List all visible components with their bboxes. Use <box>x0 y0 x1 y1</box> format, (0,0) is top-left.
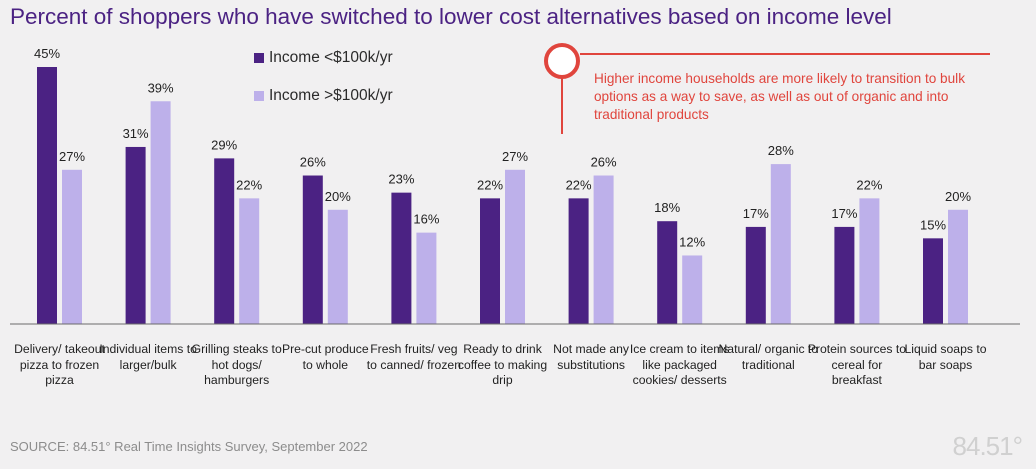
value-label-liquid-soaps-to-bar-soaps-under-100k: 15% <box>920 217 946 232</box>
category-label-individual-items-to-larger-bulk: Individual items to larger/bulk <box>99 342 197 372</box>
bar-liquid-soaps-to-bar-soaps-under-100k <box>923 238 943 324</box>
legend-label-under-100k: Income <$100k/yr <box>269 49 393 66</box>
value-label-delivery-takeout-pizza-to-frozen-pizza-over-100k: 27% <box>59 149 85 164</box>
bar-protein-sources-to-cereal-for-breakfast-over-100k <box>859 198 880 324</box>
bar-ready-to-drink-coffee-to-making-drip-under-100k <box>480 198 500 324</box>
bar-not-made-any-substitutions-under-100k <box>568 198 589 324</box>
value-label-ready-to-drink-coffee-to-making-drip-over-100k: 27% <box>502 149 528 164</box>
value-label-ready-to-drink-coffee-to-making-drip-under-100k: 22% <box>477 177 503 192</box>
callout-annotation: Higher income households are more likely… <box>594 71 965 122</box>
category-label-grilling-steaks-to-hot-dogs-hamburgers: Grilling steaks to hot dogs/ hamburgers <box>191 342 282 387</box>
value-label-not-made-any-substitutions-under-100k: 22% <box>566 177 592 192</box>
category-label-fresh-fruits-veg-to-canned-frozen: Fresh fruits/ veg to canned/ frozen <box>366 342 461 372</box>
value-label-protein-sources-to-cereal-for-breakfast-under-100k: 17% <box>831 206 857 221</box>
category-label-natural-organic-to-traditional: Natural/ organic to traditional <box>718 342 819 372</box>
value-label-delivery-takeout-pizza-to-frozen-pizza-under-100k: 45% <box>34 46 60 61</box>
value-label-ice-cream-to-items-like-packaged-cookies-desserts-under-100k: 18% <box>654 200 680 215</box>
chart-title: Percent of shoppers who have switched to… <box>10 4 892 29</box>
legend-swatch-over-100k <box>254 91 264 101</box>
bar-ready-to-drink-coffee-to-making-drip-over-100k <box>505 169 525 324</box>
legend-label-over-100k: Income >$100k/yr <box>269 87 393 104</box>
bar-ice-cream-to-items-like-packaged-cookies-desserts-under-100k <box>657 221 678 324</box>
bar-delivery-takeout-pizza-to-frozen-pizza-under-100k <box>37 67 57 324</box>
bar-not-made-any-substitutions-over-100k <box>593 175 614 324</box>
value-label-ice-cream-to-items-like-packaged-cookies-desserts-over-100k: 12% <box>679 234 705 249</box>
value-label-pre-cut-produce-to-whole-over-100k: 20% <box>325 189 351 204</box>
value-label-fresh-fruits-veg-to-canned-frozen-over-100k: 16% <box>413 212 439 227</box>
bar-pre-cut-produce-to-whole-over-100k <box>327 209 348 324</box>
bar-grilling-steaks-to-hot-dogs-hamburgers-over-100k <box>239 198 260 324</box>
value-labels-layer: 45% 27% 31% 39% 29% 22% 26% 20% 23% 16% 22% 27% 22% 2… <box>34 46 971 249</box>
bar-natural-organic-to-traditional-under-100k <box>745 226 766 324</box>
legend-item-income-over-100k: Income >$100k/yr <box>254 87 393 105</box>
value-label-fresh-fruits-veg-to-canned-frozen-under-100k: 23% <box>388 172 414 187</box>
bar-pre-cut-produce-to-whole-under-100k <box>302 175 323 324</box>
value-label-protein-sources-to-cereal-for-breakfast-over-100k: 22% <box>856 177 882 192</box>
category-label-liquid-soaps-to-bar-soaps: Liquid soaps to bar soaps <box>904 342 987 372</box>
value-label-grilling-steaks-to-hot-dogs-hamburgers-under-100k: 29% <box>211 137 237 152</box>
bar-delivery-takeout-pizza-to-frozen-pizza-over-100k <box>62 169 82 324</box>
category-label-protein-sources-to-cereal-for-breakfast: Protein sources to cereal for breakfast <box>807 342 906 387</box>
category-label-delivery-takeout-pizza-to-frozen-pizza: Delivery/ takeout pizza to frozen pizza <box>14 342 105 387</box>
category-label-ready-to-drink-coffee-to-making-drip: Ready to drink coffee to making drip <box>457 342 548 387</box>
source-note: SOURCE: 84.51° Real Time Insights Survey… <box>10 439 368 454</box>
callout-marker <box>544 43 580 79</box>
bar-individual-items-to-larger-bulk-under-100k <box>125 146 146 324</box>
value-label-individual-items-to-larger-bulk-under-100k: 31% <box>123 126 149 141</box>
value-label-natural-organic-to-traditional-over-100k: 28% <box>768 143 794 158</box>
bar-fresh-fruits-veg-to-canned-frozen-under-100k <box>391 192 412 324</box>
legend-swatch-under-100k <box>254 53 264 63</box>
bar-protein-sources-to-cereal-for-breakfast-under-100k <box>834 226 855 324</box>
value-label-individual-items-to-larger-bulk-over-100k: 39% <box>148 80 174 95</box>
category-label-ice-cream-to-items-like-packaged-cookies-desserts: Ice cream to items like packaged cookies… <box>629 342 730 387</box>
bar-ice-cream-to-items-like-packaged-cookies-desserts-over-100k <box>682 255 703 324</box>
bar-liquid-soaps-to-bar-soaps-over-100k <box>948 209 968 324</box>
bar-individual-items-to-larger-bulk-over-100k <box>150 101 171 325</box>
value-label-grilling-steaks-to-hot-dogs-hamburgers-over-100k: 22% <box>236 177 262 192</box>
bars-layer <box>37 67 968 325</box>
bar-fresh-fruits-veg-to-canned-frozen-over-100k <box>416 232 437 324</box>
value-label-not-made-any-substitutions-over-100k: 26% <box>591 155 617 170</box>
value-label-natural-organic-to-traditional-under-100k: 17% <box>743 206 769 221</box>
value-label-liquid-soaps-to-bar-soaps-over-100k: 20% <box>945 189 971 204</box>
category-label-pre-cut-produce-to-whole: Pre-cut produce to whole <box>281 342 369 372</box>
bar-grilling-steaks-to-hot-dogs-hamburgers-under-100k <box>214 158 235 324</box>
value-label-pre-cut-produce-to-whole-under-100k: 26% <box>300 155 326 170</box>
bar-natural-organic-to-traditional-over-100k <box>770 164 791 324</box>
legend-item-income-under-100k: Income <$100k/yr <box>254 49 393 67</box>
category-label-not-made-any-substitutions: Not made any substitutions <box>553 342 630 372</box>
brand-logo: 84.51° <box>952 431 1023 461</box>
